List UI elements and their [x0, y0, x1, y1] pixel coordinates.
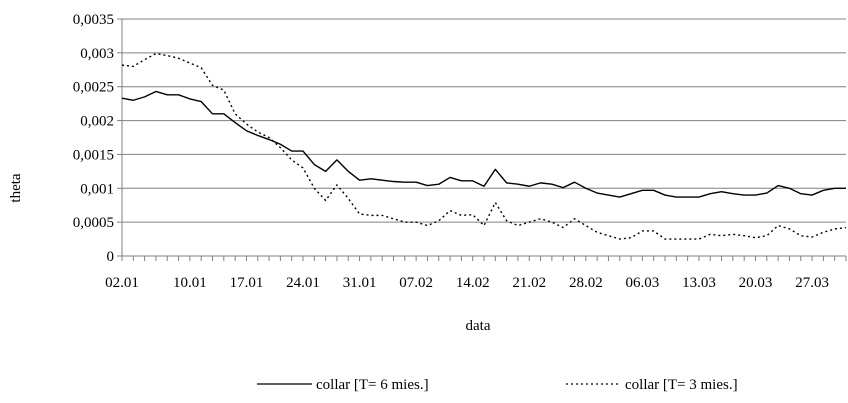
x-axis-title: data — [466, 318, 491, 334]
gridlines — [122, 18, 846, 223]
legend-label-series-2: collar [T= 3 mies.] — [625, 377, 738, 393]
series-line-2 — [121, 52, 847, 240]
x-tick-label: 10.01 — [173, 275, 207, 291]
x-tick-label: 21.02 — [512, 275, 546, 291]
y-tick-label: 0,002 — [80, 114, 114, 130]
y-tick-label: 0 — [107, 249, 115, 265]
y-tick-label: 0,0025 — [73, 80, 114, 96]
y-tick-label: 0,001 — [80, 181, 114, 197]
x-tick-label: 28.02 — [569, 275, 603, 291]
x-tick-label: 06.03 — [626, 275, 660, 291]
y-tick-label: 0,0035 — [73, 12, 114, 28]
x-tick-label: 20.03 — [739, 275, 773, 291]
axes: 0 0,0005 0,001 0,0015 0,002 0,0025 0,003 0,0035… — [73, 12, 847, 291]
x-tick-label: 14.02 — [456, 275, 490, 291]
y-tick-label: 0,0005 — [73, 215, 114, 231]
x-tick-label: 02.01 — [105, 275, 139, 291]
y-tick-label: 0,0015 — [73, 147, 114, 163]
series-line-1 — [121, 90, 846, 198]
y-tick-label: 0,003 — [80, 46, 114, 62]
series-lines — [121, 52, 847, 240]
legend: collar [T= 6 mies.] collar [T= 3 mies.] — [257, 377, 738, 393]
x-tick-label: 07.02 — [399, 275, 433, 291]
x-tick-label: 17.01 — [230, 275, 264, 291]
x-tick-label: 13.03 — [682, 275, 716, 291]
y-axis-title: theta — [8, 173, 24, 202]
x-tick-label: 27.03 — [795, 275, 829, 291]
x-tick-label: 31.01 — [343, 275, 377, 291]
x-tick-label: 24.01 — [286, 275, 320, 291]
legend-label-series-1: collar [T= 6 mies.] — [316, 377, 429, 393]
